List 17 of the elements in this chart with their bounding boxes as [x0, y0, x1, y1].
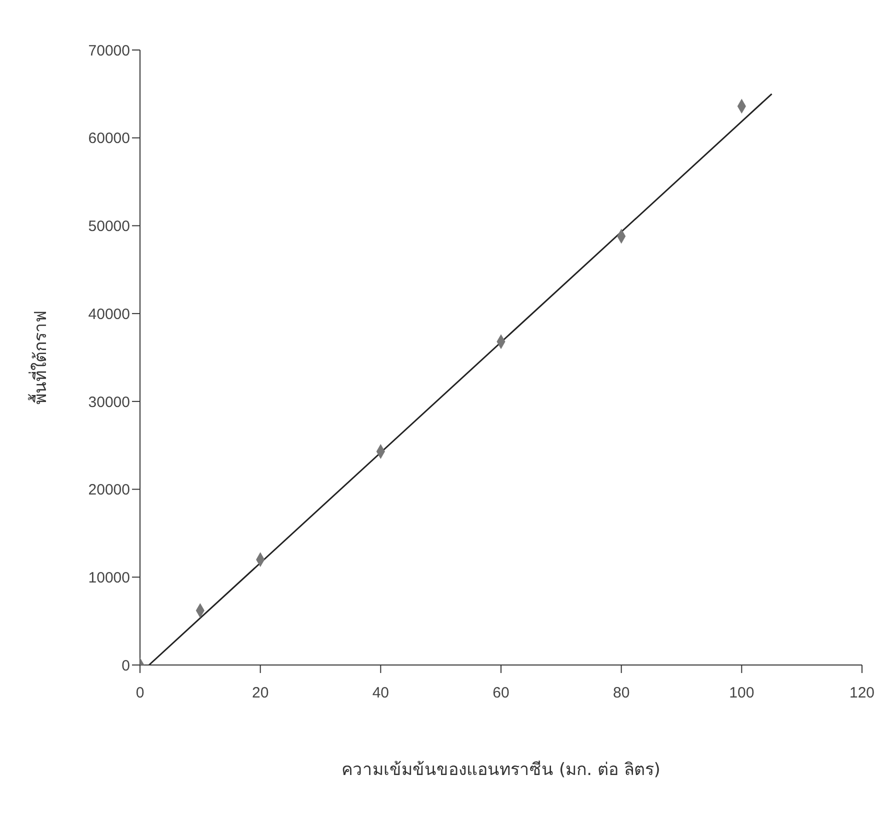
- x-tick-label: 100: [729, 684, 754, 702]
- y-tick-label: 60000: [88, 130, 130, 148]
- x-tick-label: 120: [849, 684, 875, 702]
- y-tick-label: 10000: [88, 569, 130, 586]
- y-tick-label: 20000: [88, 482, 130, 499]
- x-tick-label: 60: [492, 684, 510, 702]
- x-tick-label: 40: [372, 684, 390, 702]
- x-tick-label: 0: [136, 684, 144, 702]
- y-tick-label: 40000: [88, 306, 130, 323]
- y-tick-label: 50000: [88, 218, 130, 236]
- y-tick-label: 30000: [88, 394, 130, 411]
- x-axis-title: ความเข้มข้นของแอนทราซีน (มก. ต่อ ลิตร): [342, 760, 660, 780]
- y-axis-title: พื้นที่ใต้กราฟ: [28, 310, 52, 404]
- y-tick-label: 70000: [88, 42, 130, 60]
- y-tick-label: 0: [122, 657, 130, 674]
- x-tick-label: 80: [612, 684, 630, 702]
- x-tick-label: 20: [252, 684, 269, 702]
